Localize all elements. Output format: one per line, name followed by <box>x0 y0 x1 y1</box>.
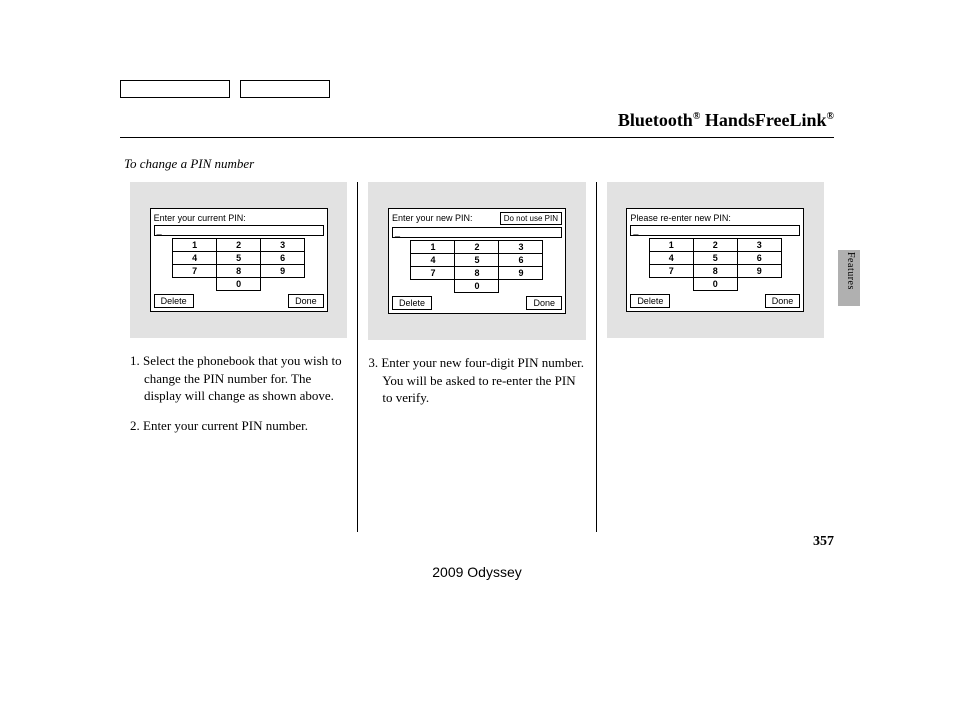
header-rule <box>120 137 834 138</box>
header-placeholder-boxes <box>120 80 834 98</box>
do-not-use-pin-button[interactable]: Do not use PIN <box>500 212 562 225</box>
key-2[interactable]: 2 <box>217 239 261 252</box>
delete-button[interactable]: Delete <box>392 296 432 310</box>
key-1[interactable]: 1 <box>173 239 217 252</box>
key-8[interactable]: 8 <box>217 265 261 278</box>
pin-input-display[interactable]: _ <box>154 225 324 236</box>
delete-button[interactable]: Delete <box>154 294 194 308</box>
key-0[interactable]: 0 <box>455 280 499 293</box>
column-2: Enter your new PIN: Do not use PIN _ 123… <box>357 182 595 532</box>
key-0[interactable]: 0 <box>693 278 737 291</box>
screen-panel-3: Please re-enter new PIN: _ 123 456 789 0… <box>607 182 824 338</box>
content-columns: Enter your current PIN: _ 123 456 789 0 … <box>120 182 834 532</box>
key-5[interactable]: 5 <box>217 252 261 265</box>
key-4[interactable]: 4 <box>411 254 455 267</box>
done-button[interactable]: Done <box>526 296 562 310</box>
instructions-col1: 1. Select the phonebook that you wish to… <box>130 352 347 434</box>
delete-button[interactable]: Delete <box>630 294 670 308</box>
header-box-1 <box>120 80 230 98</box>
key-7[interactable]: 7 <box>411 267 455 280</box>
done-button[interactable]: Done <box>288 294 324 308</box>
column-3: Please re-enter new PIN: _ 123 456 789 0… <box>596 182 834 532</box>
screen-title: Enter your new PIN: <box>392 212 473 223</box>
pin-input-display[interactable]: _ <box>392 227 562 238</box>
key-7[interactable]: 7 <box>173 265 217 278</box>
keypad: 123 456 789 0 <box>410 240 543 293</box>
pin-screen-current: Enter your current PIN: _ 123 456 789 0 … <box>150 208 328 312</box>
key-6[interactable]: 6 <box>737 252 781 265</box>
keypad: 123 456 789 0 <box>649 238 782 291</box>
key-2[interactable]: 2 <box>693 239 737 252</box>
key-6[interactable]: 6 <box>499 254 543 267</box>
instruction-step-2: 2. Enter your current PIN number. <box>130 417 347 435</box>
screen-panel-1: Enter your current PIN: _ 123 456 789 0 … <box>130 182 347 338</box>
header-box-2 <box>240 80 330 98</box>
page-title: Bluetooth® HandsFreeLink® <box>120 110 834 131</box>
key-3[interactable]: 3 <box>261 239 305 252</box>
pin-screen-new: Enter your new PIN: Do not use PIN _ 123… <box>388 208 566 314</box>
column-1: Enter your current PIN: _ 123 456 789 0 … <box>120 182 357 532</box>
key-1[interactable]: 1 <box>411 241 455 254</box>
key-9[interactable]: 9 <box>261 265 305 278</box>
key-8[interactable]: 8 <box>455 267 499 280</box>
key-5[interactable]: 5 <box>455 254 499 267</box>
instruction-step-3: 3. Enter your new four-digit PIN number.… <box>368 354 585 407</box>
key-1[interactable]: 1 <box>649 239 693 252</box>
page-number: 357 <box>813 534 834 550</box>
screen-title: Enter your current PIN: <box>154 212 246 223</box>
key-9[interactable]: 9 <box>737 265 781 278</box>
section-subtitle: To change a PIN number <box>124 156 834 172</box>
instructions-col2: 3. Enter your new four-digit PIN number.… <box>368 354 585 407</box>
key-0[interactable]: 0 <box>217 278 261 291</box>
key-9[interactable]: 9 <box>499 267 543 280</box>
done-button[interactable]: Done <box>765 294 801 308</box>
key-2[interactable]: 2 <box>455 241 499 254</box>
key-4[interactable]: 4 <box>173 252 217 265</box>
instruction-step-1: 1. Select the phonebook that you wish to… <box>130 352 347 405</box>
key-7[interactable]: 7 <box>649 265 693 278</box>
footer-model: 2009 Odyssey <box>0 564 954 580</box>
pin-screen-reenter: Please re-enter new PIN: _ 123 456 789 0… <box>626 208 804 312</box>
key-3[interactable]: 3 <box>499 241 543 254</box>
screen-title: Please re-enter new PIN: <box>630 212 731 223</box>
key-5[interactable]: 5 <box>693 252 737 265</box>
pin-input-display[interactable]: _ <box>630 225 800 236</box>
side-section-label: Features <box>845 252 856 290</box>
key-6[interactable]: 6 <box>261 252 305 265</box>
keypad: 123 456 789 0 <box>172 238 305 291</box>
key-3[interactable]: 3 <box>737 239 781 252</box>
key-8[interactable]: 8 <box>693 265 737 278</box>
screen-panel-2: Enter your new PIN: Do not use PIN _ 123… <box>368 182 585 340</box>
key-4[interactable]: 4 <box>649 252 693 265</box>
